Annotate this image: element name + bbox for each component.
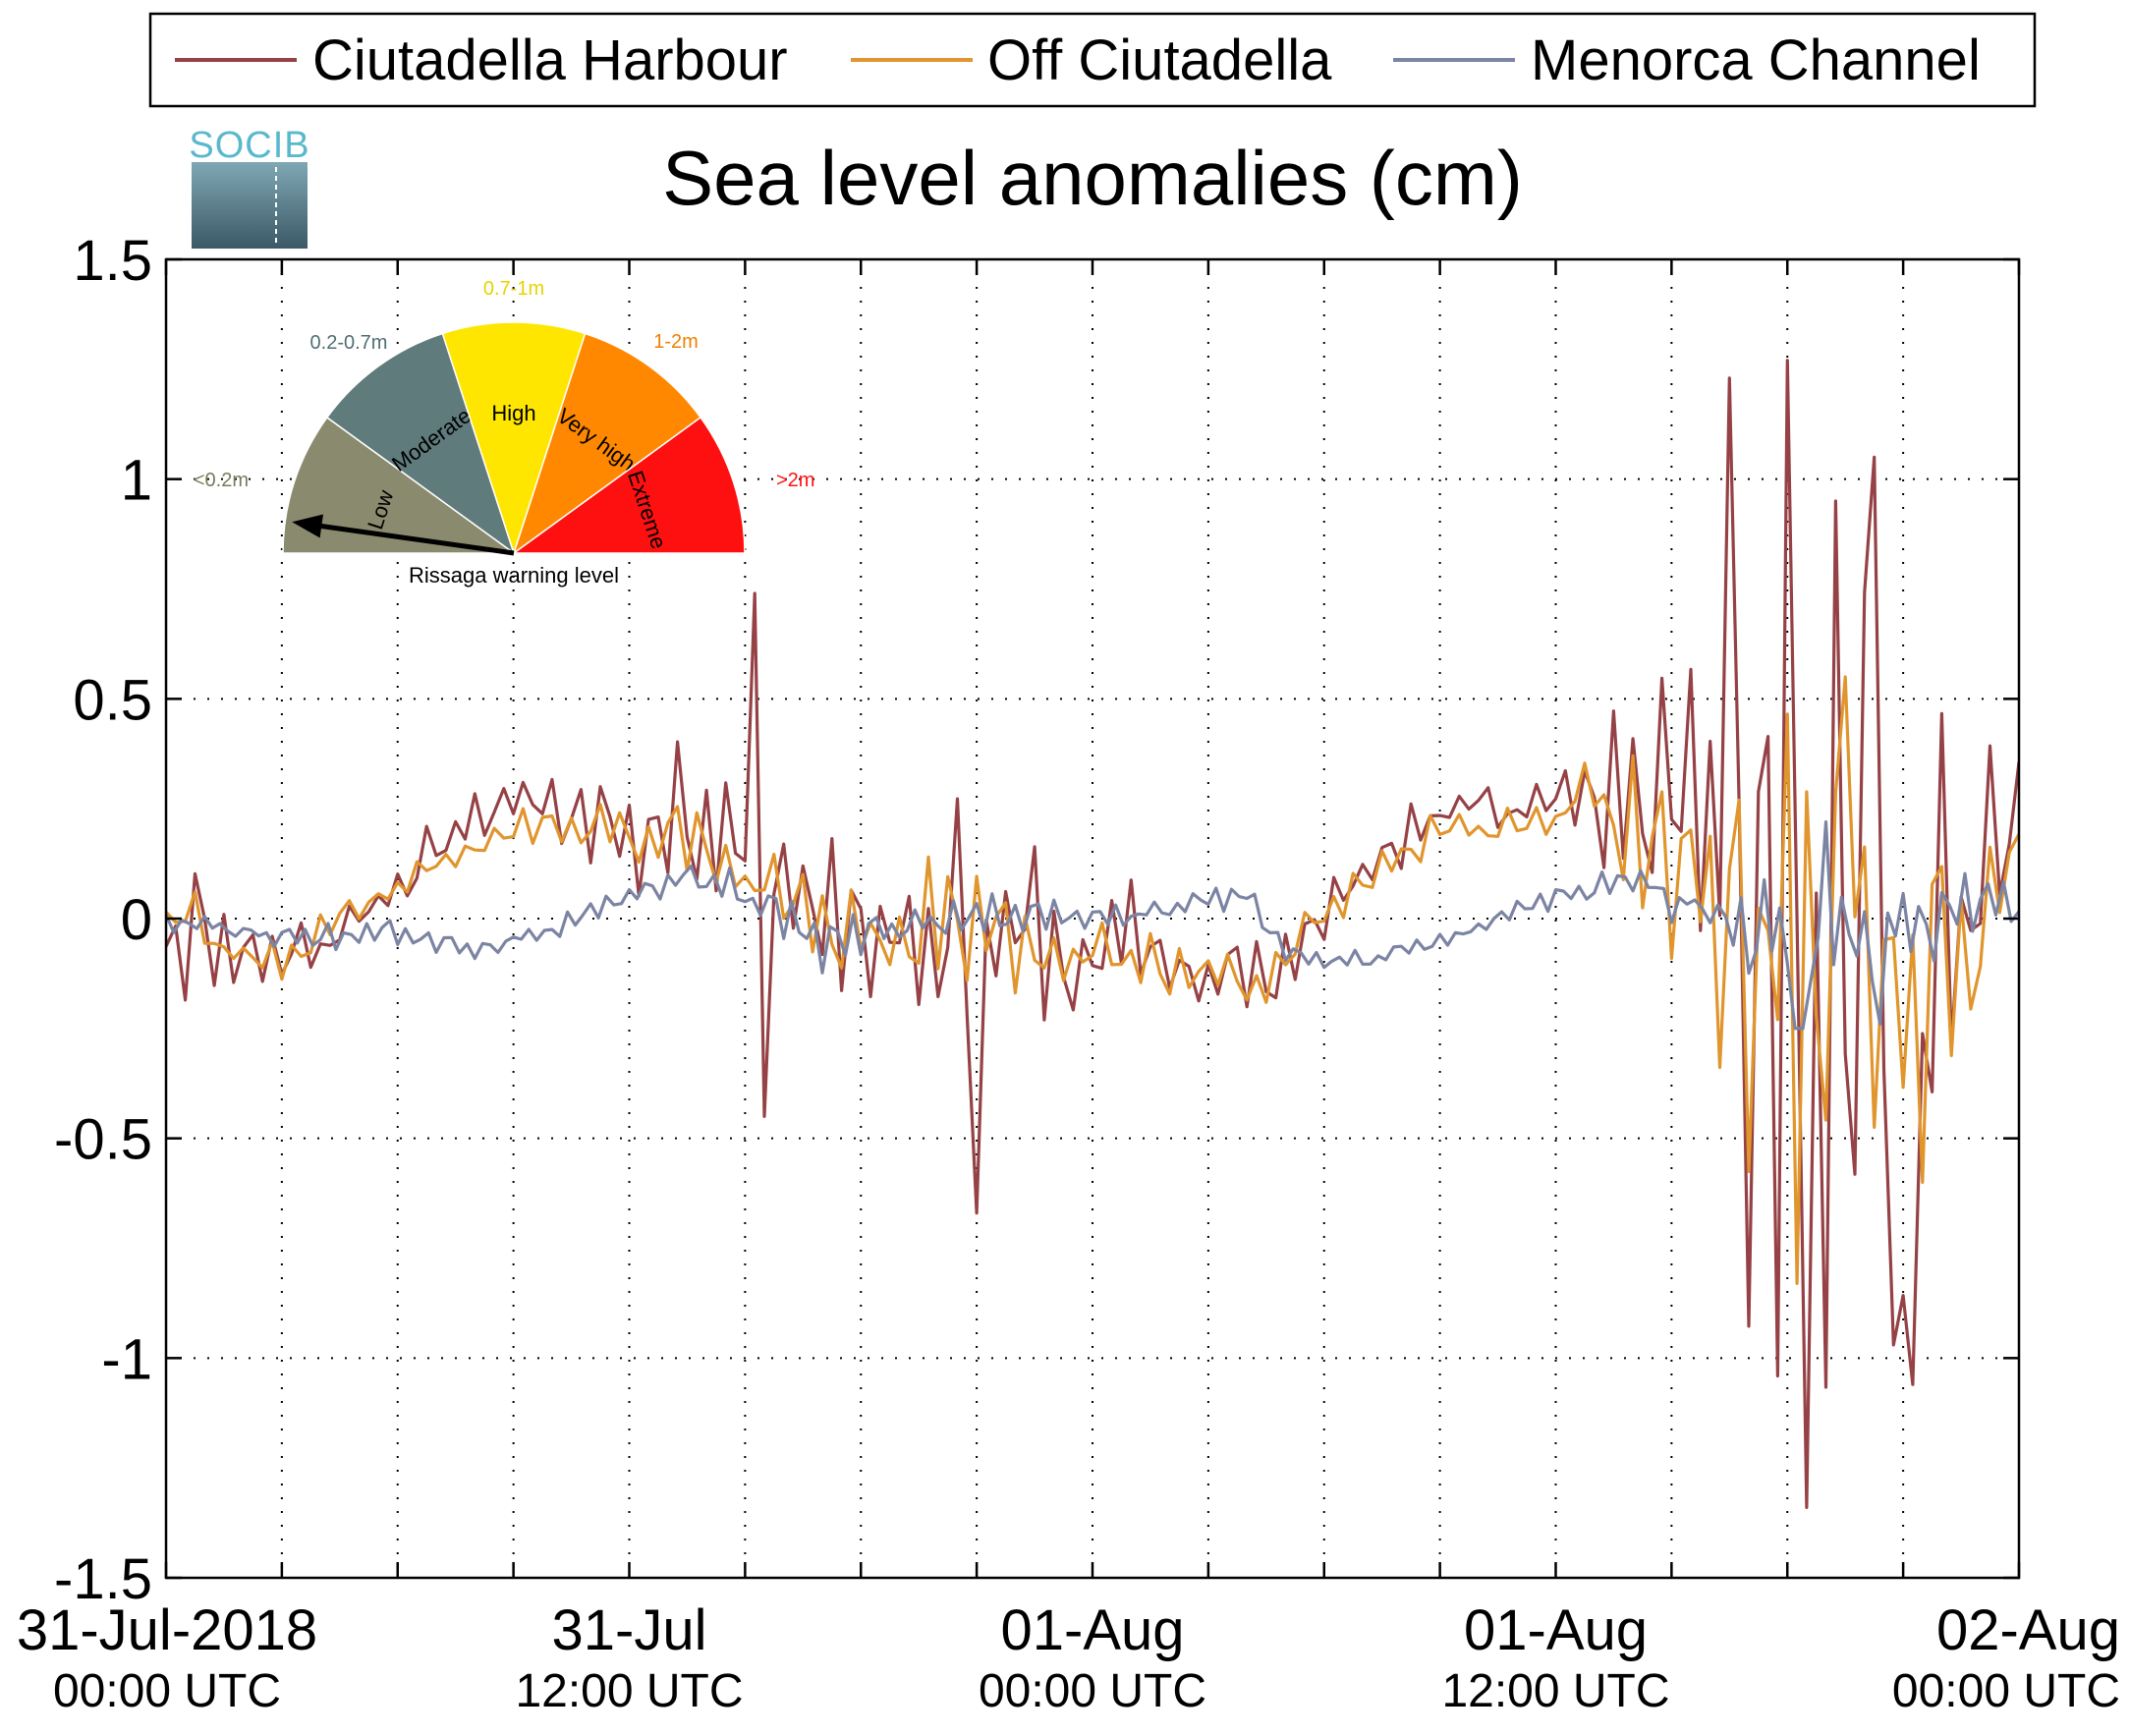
- gauge-segment-very-high: [512, 332, 702, 555]
- x-tick-label-date: 02-Aug: [1936, 1598, 2120, 1662]
- gauge-range-label: 0.2-0.7m: [310, 332, 388, 354]
- x-tick-label-date: 31-Jul: [552, 1598, 707, 1662]
- axis-ticks: [164, 257, 2021, 1580]
- gauge-caption: Rissaga warning level: [409, 563, 619, 588]
- x-tick-label-time: 00:00 UTC: [53, 1665, 281, 1717]
- x-tick-label-time: 00:00 UTC: [1892, 1665, 2120, 1717]
- x-tick-label-time: 12:00 UTC: [1441, 1665, 1669, 1717]
- y-tick-labels: -1.5 -1 -0.5 0 0.5 1 1.5: [54, 229, 152, 1611]
- y-tick-label: -0.5: [54, 1108, 152, 1172]
- series-line-ciutadella-harbour: [166, 359, 2019, 1509]
- gauge-segment-low: [282, 416, 517, 554]
- y-tick-label: 0: [121, 888, 152, 952]
- y-tick-label: 1.5: [73, 229, 152, 293]
- chart-title: Sea level anomalies (cm): [662, 135, 1523, 221]
- y-tick-label: 1: [121, 449, 152, 513]
- x-tick-label-date: 31-Jul-2018: [17, 1598, 317, 1662]
- gauge-segment-label: High: [491, 401, 535, 425]
- gauge-segment-high: [441, 321, 587, 556]
- series-layer: [166, 359, 2019, 1509]
- socib-logo: SOCIB: [189, 125, 309, 249]
- gauge-segment-moderate: [325, 332, 516, 555]
- logo-wave-block: [192, 162, 308, 249]
- gauge-needle: [304, 521, 515, 556]
- logo-text: SOCIB: [189, 125, 309, 166]
- y-tick-label: -1: [101, 1327, 152, 1391]
- y-tick-label: 0.5: [73, 668, 152, 732]
- legend-label-ciutadella-harbour: Ciutadella Harbour: [312, 28, 788, 92]
- x-tick-label-time: 12:00 UTC: [515, 1665, 743, 1717]
- legend: Ciutadella Harbour Off Ciutadella Menorc…: [148, 12, 2037, 108]
- legend-label-off-ciutadella: Off Ciutadella: [987, 28, 1332, 92]
- x-tick-label-date: 01-Aug: [1464, 1598, 1648, 1662]
- gauge-needle-head: [292, 514, 323, 538]
- gauge-segment-extreme: [511, 416, 746, 554]
- x-tick-label-date: 01-Aug: [1000, 1598, 1184, 1662]
- gauge-range-label: 0.7-1m: [483, 278, 544, 300]
- gauge-range-label: >2m: [776, 470, 814, 491]
- y-tick-label: -1.5: [54, 1547, 152, 1611]
- legend-box: [148, 12, 2037, 108]
- legend-label-menorca-channel: Menorca Channel: [1531, 28, 1981, 92]
- series-line-off-ciutadella: [166, 675, 2019, 1285]
- x-tick-label-time: 00:00 UTC: [979, 1665, 1206, 1717]
- series-line-menorca-channel: [166, 820, 2019, 1031]
- gauge-range-label: <0.2m: [194, 470, 249, 491]
- gauge-range-label: 1-2m: [653, 331, 699, 353]
